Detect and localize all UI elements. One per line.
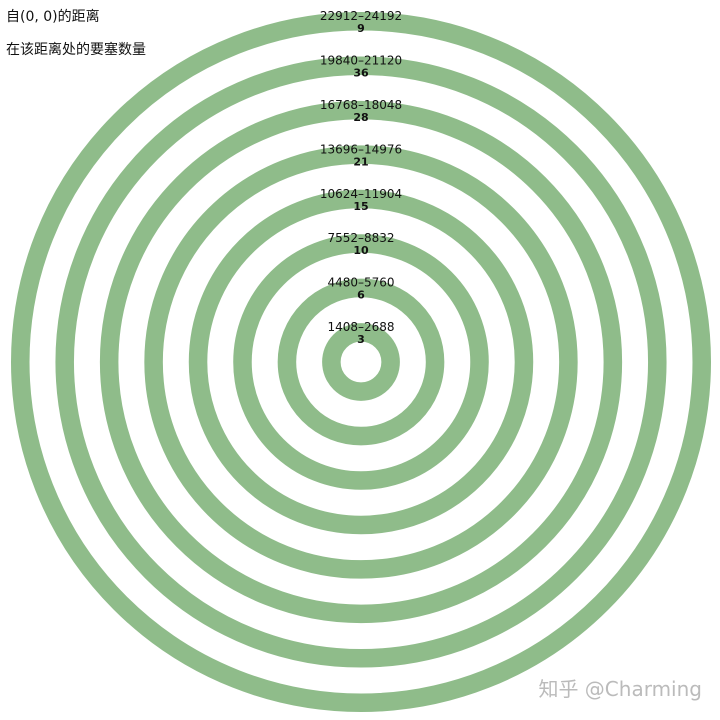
- ring-count-label-5: 21: [353, 155, 368, 168]
- ring-range-label-8: 22912–24192: [320, 9, 402, 23]
- ring-range-label-7: 19840–21120: [320, 53, 402, 67]
- ring-range-label-1: 1408–2688: [327, 320, 394, 334]
- ring-count-label-7: 36: [353, 66, 369, 79]
- ring-range-label-3: 7552–8832: [327, 231, 394, 245]
- legend-count-label: 在该距离处的要塞数量: [6, 42, 146, 58]
- ring-range-label-5: 13696–14976: [320, 142, 402, 156]
- ring-count-label-6: 28: [353, 111, 368, 124]
- ring-count-label-1: 3: [357, 333, 365, 346]
- ring-3: [233, 234, 489, 490]
- ring-2: [277, 278, 445, 446]
- ring-range-label-4: 10624–11904: [320, 187, 402, 201]
- watermark: 知乎 @Charming: [538, 677, 702, 701]
- ring-6: [99, 100, 623, 624]
- ring-range-label-6: 16768–18048: [320, 98, 402, 112]
- legend-distance-label: 自(0, 0)的距离: [6, 9, 100, 25]
- ring-8: [11, 12, 711, 712]
- ring-count-label-4: 15: [353, 200, 368, 213]
- ring-count-label-8: 9: [357, 22, 365, 35]
- ring-1: [322, 323, 400, 401]
- ring-count-label-2: 6: [357, 289, 365, 302]
- ring-4: [188, 189, 534, 535]
- ring-5: [144, 145, 578, 579]
- ring-count-label-3: 10: [353, 244, 369, 257]
- ring-range-label-2: 4480–5760: [327, 276, 394, 290]
- ring-7: [55, 56, 667, 668]
